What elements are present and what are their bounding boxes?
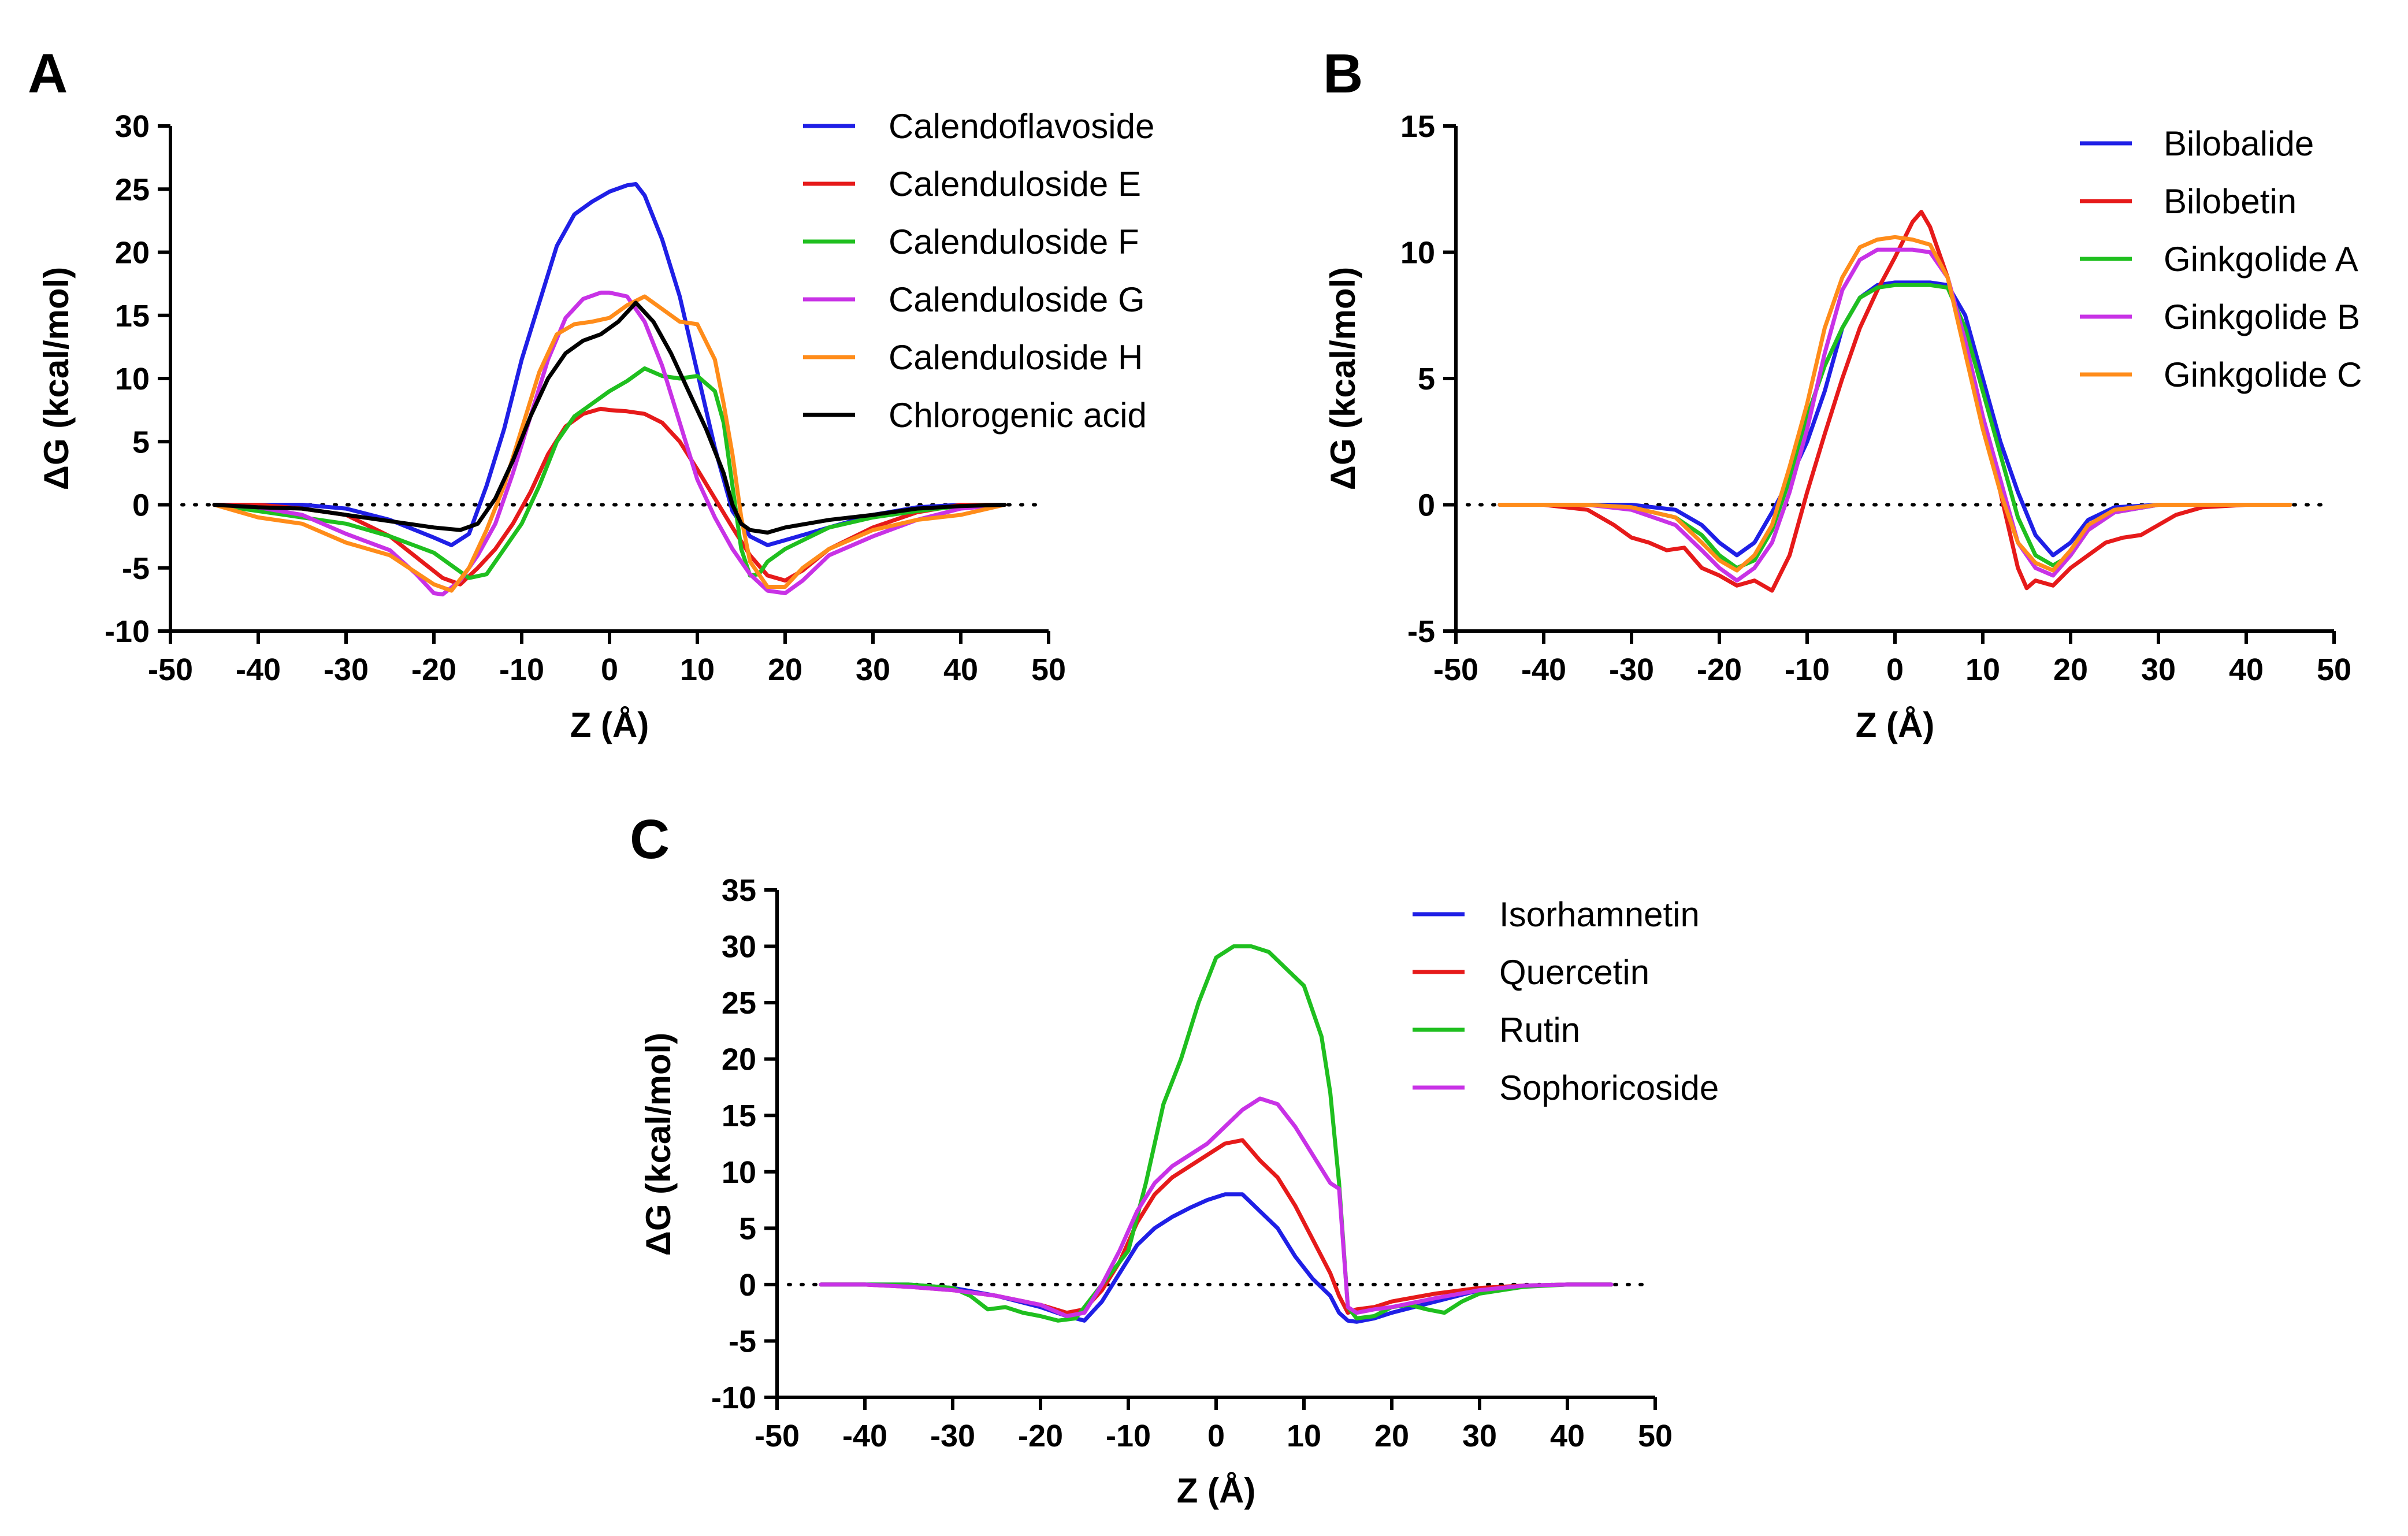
panel-letter-a: A bbox=[28, 43, 68, 105]
legend-label-calenduloside-f: Calenduloside F bbox=[889, 222, 1139, 261]
y-tick-label: 15 bbox=[115, 299, 150, 333]
x-tick-label: 10 bbox=[680, 652, 715, 687]
y-tick-label: 10 bbox=[722, 1155, 756, 1190]
x-tick-label: 30 bbox=[856, 652, 890, 687]
legend-label-bilobalide: Bilobalide bbox=[2164, 124, 2314, 163]
x-tick-label: -40 bbox=[842, 1419, 887, 1453]
x-tick-label: -10 bbox=[499, 652, 544, 687]
legend-label-calenduloside-h: Calenduloside H bbox=[889, 338, 1143, 377]
x-axis-title: Z (Å) bbox=[1177, 1471, 1256, 1510]
y-tick-label: 30 bbox=[115, 109, 150, 144]
panel-letter-b: B bbox=[1323, 43, 1363, 105]
series-line-calenduloside-e bbox=[212, 406, 1007, 587]
series-line-calendoflavoside bbox=[212, 182, 1007, 547]
series-line-bilobetin bbox=[1497, 210, 2292, 593]
x-tick-label: 20 bbox=[768, 652, 802, 687]
y-tick-label: -5 bbox=[729, 1324, 756, 1359]
series-line-calenduloside-f bbox=[212, 366, 1007, 580]
x-tick-label: -40 bbox=[236, 652, 281, 687]
series-line-rutin bbox=[819, 944, 1614, 1323]
x-tick-label: 10 bbox=[1287, 1419, 1321, 1453]
x-tick-label: 30 bbox=[1462, 1419, 1497, 1453]
x-tick-label: 50 bbox=[2317, 652, 2351, 687]
series-line-chlorogenic-acid bbox=[212, 300, 1007, 535]
y-tick-label: 15 bbox=[722, 1099, 756, 1133]
x-tick-label: 20 bbox=[1374, 1419, 1409, 1453]
x-tick-label: -10 bbox=[1106, 1419, 1151, 1453]
legend-label-ginkgolide-a: Ginkgolide A bbox=[2164, 240, 2358, 279]
y-axis-title: ΔG (kcal/mol) bbox=[639, 1033, 678, 1256]
x-axis-title: Z (Å) bbox=[570, 706, 649, 744]
x-tick-label: 0 bbox=[1207, 1419, 1225, 1453]
y-tick-label: 25 bbox=[115, 172, 150, 207]
legend-label-bilobetin: Bilobetin bbox=[2164, 182, 2296, 221]
x-tick-label: -50 bbox=[148, 652, 193, 687]
x-tick-label: -30 bbox=[930, 1419, 975, 1453]
legend-label-calenduloside-g: Calenduloside G bbox=[889, 280, 1145, 319]
y-tick-label: 20 bbox=[722, 1042, 756, 1077]
series-line-ginkgolide-b bbox=[1497, 247, 2292, 583]
y-tick-label: 10 bbox=[1400, 236, 1435, 270]
x-tick-label: 40 bbox=[1550, 1419, 1585, 1453]
x-tick-label: 0 bbox=[601, 652, 618, 687]
legend-label-ginkgolide-b: Ginkgolide B bbox=[2164, 298, 2360, 336]
legend-label-chlorogenic-acid: Chlorogenic acid bbox=[889, 396, 1147, 435]
y-tick-label: 0 bbox=[739, 1268, 756, 1303]
y-tick-label: -10 bbox=[711, 1381, 756, 1415]
y-tick-label: -5 bbox=[122, 551, 150, 586]
x-tick-label: -20 bbox=[1697, 652, 1742, 687]
x-tick-label: -30 bbox=[324, 652, 369, 687]
x-tick-label: -10 bbox=[1785, 652, 1830, 687]
x-tick-label: 30 bbox=[2141, 652, 2176, 687]
x-tick-label: 40 bbox=[2229, 652, 2264, 687]
legend-label-calendoflavoside: Calendoflavoside bbox=[889, 107, 1154, 146]
series-line-sophoricoside bbox=[819, 1096, 1614, 1318]
series-line-bilobalide bbox=[1497, 280, 2292, 558]
x-tick-label: -40 bbox=[1521, 652, 1566, 687]
y-tick-label: 0 bbox=[132, 488, 150, 523]
x-axis-title: Z (Å) bbox=[1856, 706, 1935, 744]
x-tick-label: -20 bbox=[411, 652, 456, 687]
x-tick-label: 0 bbox=[1886, 652, 1904, 687]
y-tick-label: 30 bbox=[722, 930, 756, 964]
legend-label-calenduloside-e: Calenduloside E bbox=[889, 165, 1141, 203]
series-line-calenduloside-g bbox=[212, 290, 1007, 597]
y-tick-label: 20 bbox=[115, 236, 150, 270]
y-tick-label: -5 bbox=[1407, 614, 1435, 649]
y-tick-label: 5 bbox=[739, 1211, 756, 1246]
x-tick-label: 50 bbox=[1031, 652, 1066, 687]
y-tick-label: 0 bbox=[1418, 488, 1435, 523]
y-tick-label: 15 bbox=[1400, 109, 1435, 144]
y-axis-title: ΔG (kcal/mol) bbox=[37, 267, 76, 491]
x-tick-label: 20 bbox=[2053, 652, 2088, 687]
x-tick-label: 50 bbox=[1638, 1419, 1673, 1453]
y-tick-label: 25 bbox=[722, 986, 756, 1021]
y-tick-label: 5 bbox=[1418, 362, 1435, 396]
y-tick-label: 35 bbox=[722, 873, 756, 908]
y-axis-title: ΔG (kcal/mol) bbox=[1324, 267, 1362, 491]
series-line-isorhamnetin bbox=[819, 1192, 1614, 1324]
x-tick-label: -30 bbox=[1609, 652, 1654, 687]
series-line-calenduloside-h bbox=[212, 294, 1007, 593]
y-tick-label: 10 bbox=[115, 362, 150, 396]
x-tick-label: -20 bbox=[1018, 1419, 1063, 1453]
legend-label-ginkgolide-c: Ginkgolide C bbox=[2164, 355, 2362, 394]
series-line-ginkgolide-c bbox=[1497, 235, 2292, 573]
y-tick-label: -10 bbox=[105, 614, 150, 649]
legend-label-quercetin: Quercetin bbox=[1499, 953, 1649, 992]
legend-label-isorhamnetin: Isorhamnetin bbox=[1499, 895, 1700, 934]
x-tick-label: -50 bbox=[755, 1419, 800, 1453]
legend-label-sophoricoside: Sophoricoside bbox=[1499, 1068, 1719, 1107]
x-tick-label: 10 bbox=[1965, 652, 2000, 687]
panel-letter-c: C bbox=[630, 808, 670, 870]
x-tick-label: 40 bbox=[943, 652, 978, 687]
legend-label-rutin: Rutin bbox=[1499, 1011, 1580, 1049]
x-tick-label: -50 bbox=[1433, 652, 1478, 687]
y-tick-label: 5 bbox=[132, 425, 150, 459]
